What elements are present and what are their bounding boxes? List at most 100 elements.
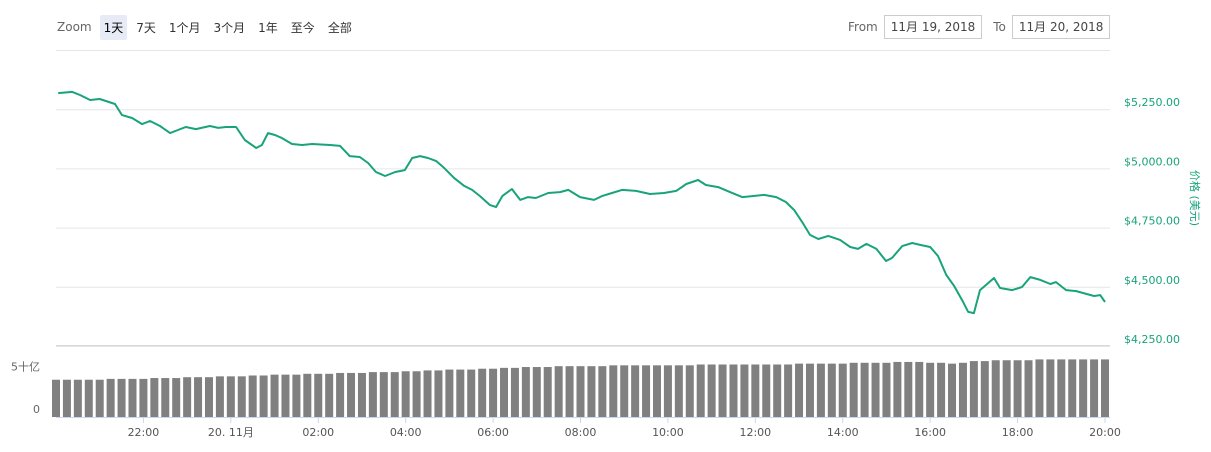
range-button[interactable]: 至今 — [290, 20, 315, 35]
volume-bar — [62, 379, 71, 417]
volume-bar — [489, 368, 498, 417]
volume-bar — [554, 366, 563, 417]
from-label: From — [848, 20, 878, 34]
volume-bar — [663, 365, 672, 417]
volume-bar — [958, 362, 967, 417]
x-tick-label: 08:00 — [565, 426, 597, 439]
range-button[interactable]: 1天 — [99, 14, 128, 40]
to-date-input[interactable]: 11月 20, 2018 — [1011, 15, 1111, 39]
volume-bar — [652, 365, 661, 417]
volume-bar — [795, 363, 804, 417]
volume-bar — [1002, 360, 1011, 417]
y-tick-label: $5,000.00 — [1124, 155, 1180, 168]
range-button[interactable]: 1年 — [258, 20, 278, 35]
volume-bar — [587, 366, 596, 417]
volume-bar — [937, 362, 946, 417]
volume-bar — [215, 376, 224, 417]
volume-bar — [445, 369, 454, 417]
volume-bar — [84, 379, 93, 417]
y-tick-label: $5,250.00 — [1124, 96, 1180, 109]
y-tick-label: $4,250.00 — [1124, 333, 1180, 346]
volume-bar — [915, 361, 924, 417]
volume-bar — [52, 379, 60, 417]
x-tick-label: 20. 11月 — [208, 426, 254, 439]
volume-bar — [368, 372, 377, 417]
volume-bar — [1057, 359, 1066, 417]
volume-bar — [139, 378, 148, 417]
volume-bar — [128, 378, 137, 417]
range-selector: Zoom 1天 7天 1个月 3个月 1年 至今 全部 — [57, 14, 361, 40]
volume-bar — [161, 378, 170, 417]
x-tick-label: 10:00 — [652, 426, 684, 439]
from-date-input[interactable]: 11月 19, 2018 — [883, 15, 983, 39]
volume-bar — [948, 363, 957, 417]
volume-bar — [423, 370, 432, 417]
volume-bar — [904, 361, 913, 417]
volume-bar — [609, 365, 618, 417]
volume-bar — [478, 368, 487, 417]
y-tick-label: $4,500.00 — [1124, 274, 1180, 287]
volume-bar — [838, 363, 847, 417]
x-tick-label: 20:00 — [1089, 426, 1121, 439]
x-tick-label: 16:00 — [914, 426, 946, 439]
volume-bar — [849, 362, 858, 417]
volume-bar — [696, 364, 705, 417]
volume-bar — [259, 375, 268, 417]
volume-bar — [751, 364, 760, 417]
range-button[interactable]: 全部 — [327, 20, 352, 35]
volume-bar — [183, 377, 192, 417]
price-line — [58, 90, 1106, 315]
volume-bar — [784, 364, 793, 417]
volume-bar — [674, 365, 683, 417]
volume-bar — [598, 366, 607, 417]
volume-bar — [194, 377, 203, 417]
volume-bar — [379, 372, 388, 417]
volume-bar — [576, 366, 585, 417]
volume-bar — [642, 365, 651, 417]
volume-bar — [926, 362, 935, 417]
volume-bar — [95, 379, 104, 417]
volume-bar — [237, 376, 246, 417]
volume-bar — [827, 363, 836, 417]
volume-bar — [434, 370, 443, 417]
range-button[interactable]: 3个月 — [213, 20, 246, 35]
y-axis-title: 价格 (美元) — [1188, 170, 1202, 226]
volume-bar — [1079, 359, 1088, 417]
volume-bar — [303, 373, 312, 417]
x-tick-label: 14:00 — [827, 426, 859, 439]
volume-bar — [401, 371, 410, 417]
volume-bar — [816, 363, 825, 417]
volume-bar — [248, 375, 257, 417]
x-tick-label: 22:00 — [128, 426, 160, 439]
volume-bar — [565, 366, 574, 417]
volume-bar — [1046, 359, 1055, 417]
x-tick-label: 06:00 — [477, 426, 509, 439]
volume-bar — [270, 374, 279, 417]
volume-bar — [292, 374, 301, 417]
volume-bar — [1013, 360, 1022, 417]
volume-bar — [336, 372, 345, 417]
volume-bar — [467, 369, 476, 417]
volume-bar — [500, 367, 509, 417]
volume-bar — [980, 361, 989, 417]
volume-bar — [347, 372, 356, 417]
volume-bar — [357, 372, 366, 417]
volume-bar — [543, 367, 552, 417]
zoom-label: Zoom — [57, 20, 92, 34]
range-button[interactable]: 7天 — [136, 20, 156, 35]
volume-bar — [73, 379, 82, 417]
volume-bar — [871, 362, 880, 417]
volume-bar — [1101, 359, 1109, 417]
range-button[interactable]: 1个月 — [168, 20, 201, 35]
y-tick-label: 0 — [33, 403, 40, 416]
volume-bar — [805, 363, 814, 417]
volume-bar — [390, 372, 399, 417]
volume-bar — [106, 378, 115, 417]
volume-bar — [685, 365, 694, 417]
volume-bar — [150, 378, 159, 417]
volume-bar — [172, 378, 181, 417]
volume-bar — [718, 364, 727, 417]
volume-bar — [729, 364, 738, 417]
